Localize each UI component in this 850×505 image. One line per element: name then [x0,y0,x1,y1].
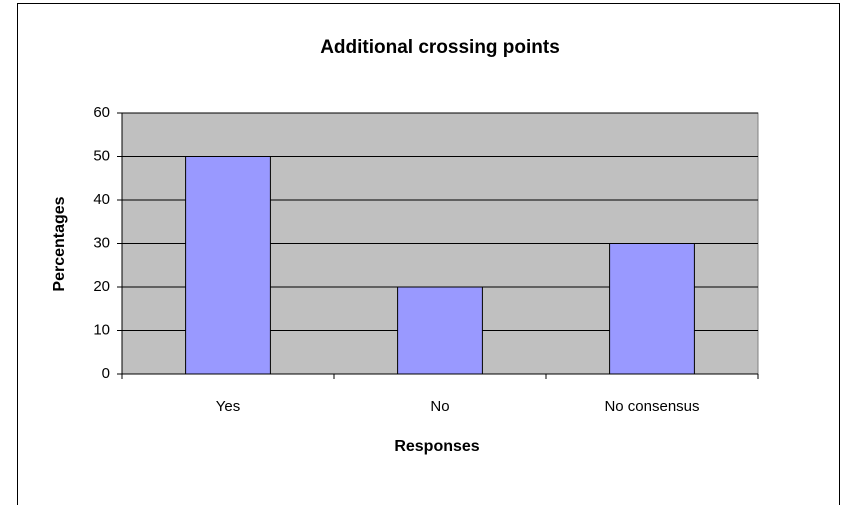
x-tick-label: No consensus [604,398,699,415]
chart-title: Additional crossing points [320,37,560,58]
x-axis-title: Responses [394,438,479,455]
bar [397,286,483,375]
y-tick-label: 30 [93,234,110,251]
y-tick-label: 10 [93,321,110,338]
x-tick-label: No [430,398,449,415]
y-axis-title: Percentages [51,196,68,291]
y-tick-label: 60 [93,104,110,121]
y-tick-label: 40 [93,191,110,208]
bar [185,156,271,375]
bar [609,243,695,375]
y-tick-label: 20 [93,278,110,295]
y-tick-label: 50 [93,147,110,164]
x-tick-label: Yes [216,398,240,415]
y-tick-label: 0 [102,365,110,382]
